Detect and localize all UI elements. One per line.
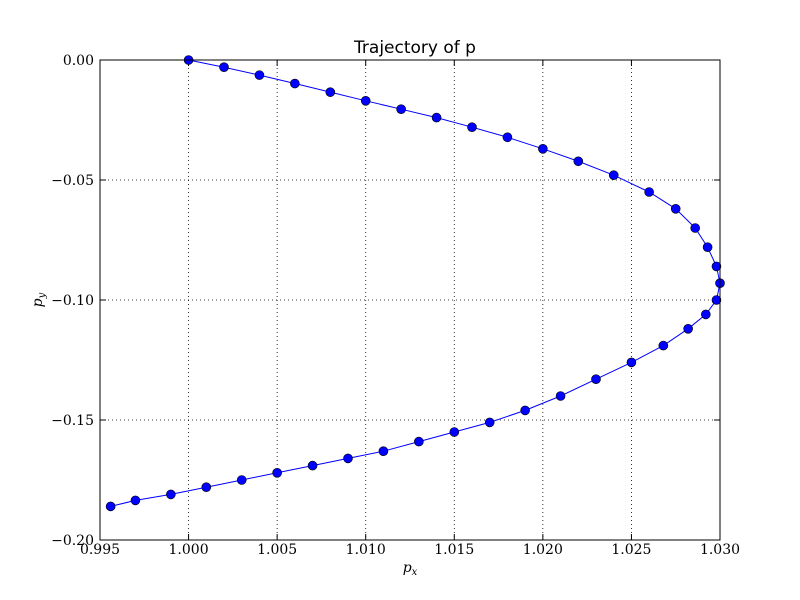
data-point bbox=[484, 417, 495, 428]
data-point bbox=[272, 467, 282, 478]
x-tick-label: 1.010 bbox=[346, 542, 386, 558]
data-point bbox=[701, 309, 711, 320]
data-point bbox=[307, 460, 318, 471]
data-point bbox=[538, 144, 548, 154]
data-point bbox=[431, 112, 442, 123]
data-point bbox=[608, 170, 619, 180]
y-axis-label: py bbox=[30, 292, 48, 307]
data-point bbox=[219, 62, 229, 72]
data-point bbox=[343, 453, 353, 464]
data-point bbox=[449, 427, 460, 437]
y-label-base: p bbox=[30, 298, 46, 307]
data-point bbox=[626, 357, 637, 368]
data-point bbox=[325, 87, 336, 97]
data-point bbox=[414, 436, 424, 447]
data-point bbox=[378, 446, 389, 457]
x-tick-label: 1.015 bbox=[434, 542, 474, 558]
data-point bbox=[702, 242, 713, 252]
data-point bbox=[690, 223, 701, 233]
x-tick-label: 1.025 bbox=[611, 542, 651, 558]
x-label-base: p bbox=[403, 560, 412, 576]
data-point bbox=[711, 261, 722, 272]
data-point bbox=[105, 501, 116, 512]
data-point bbox=[591, 374, 601, 385]
y-tick-label: 0.00 bbox=[63, 53, 94, 69]
data-point bbox=[166, 489, 176, 500]
x-label-sub: x bbox=[412, 567, 418, 578]
data-point bbox=[236, 475, 247, 485]
data-point bbox=[711, 295, 722, 305]
x-tick-label: 0.995 bbox=[80, 542, 120, 558]
x-tick-label: 1.000 bbox=[169, 542, 209, 558]
y-tick-label: −0.15 bbox=[51, 413, 94, 429]
data-point bbox=[683, 323, 693, 334]
data-point bbox=[658, 340, 669, 351]
x-tick-label: 1.020 bbox=[523, 542, 563, 558]
chart-title: Trajectory of p bbox=[353, 38, 476, 58]
data-point bbox=[290, 78, 300, 89]
x-axis-label: px bbox=[403, 560, 418, 578]
data-point bbox=[520, 405, 530, 416]
y-label-sub: y bbox=[37, 292, 48, 299]
y-tick-label: −0.20 bbox=[51, 533, 94, 549]
data-point bbox=[254, 70, 265, 80]
data-point bbox=[502, 132, 513, 143]
data-point bbox=[467, 122, 477, 132]
plot-frame bbox=[99, 59, 721, 541]
y-tick-label: −0.05 bbox=[51, 173, 94, 189]
data-point bbox=[644, 187, 654, 197]
data-point bbox=[573, 156, 584, 167]
data-point bbox=[360, 96, 371, 106]
y-tick-label: −0.10 bbox=[51, 293, 94, 309]
data-point bbox=[396, 104, 406, 114]
x-tick-label: 1.030 bbox=[700, 542, 740, 558]
data-point bbox=[201, 482, 212, 493]
data-point bbox=[670, 204, 681, 214]
data-point bbox=[130, 495, 141, 506]
x-tick-label: 1.005 bbox=[257, 542, 297, 558]
data-point bbox=[555, 391, 566, 401]
